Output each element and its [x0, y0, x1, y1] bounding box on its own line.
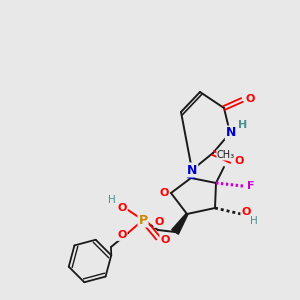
Text: H: H — [108, 195, 116, 205]
Text: O: O — [160, 235, 170, 245]
Text: CH₃: CH₃ — [217, 150, 235, 160]
Text: O: O — [234, 156, 244, 166]
Polygon shape — [188, 170, 194, 178]
Text: H: H — [238, 120, 247, 130]
Text: H: H — [250, 216, 258, 226]
Text: P: P — [138, 214, 148, 226]
Text: N: N — [187, 164, 197, 176]
Text: F: F — [247, 181, 255, 191]
Text: O: O — [241, 207, 251, 217]
Text: N: N — [226, 127, 236, 140]
Text: O: O — [117, 230, 127, 240]
Text: O: O — [154, 217, 164, 227]
Text: O: O — [159, 188, 169, 198]
Text: O: O — [245, 94, 255, 104]
Polygon shape — [172, 213, 188, 234]
Text: O: O — [117, 203, 127, 213]
